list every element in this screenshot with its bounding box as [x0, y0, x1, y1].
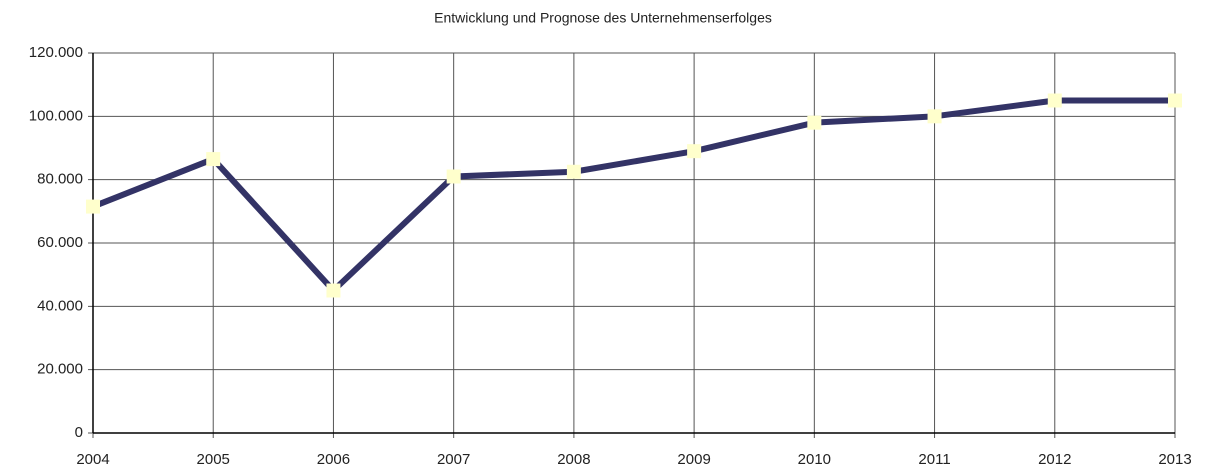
- y-tick-label: 40.000: [37, 297, 83, 314]
- marker: [326, 283, 341, 298]
- y-tick-label: 80.000: [37, 171, 83, 188]
- marker: [807, 115, 822, 130]
- data-line: [91, 97, 1175, 294]
- marker: [86, 199, 100, 214]
- y-tick-label: 100.000: [29, 107, 83, 124]
- marker: [927, 109, 942, 124]
- x-tick-label: 2007: [437, 451, 470, 468]
- y-tick-label: 120.000: [29, 44, 83, 61]
- x-tick-label: 2006: [317, 451, 350, 468]
- y-tick-label: 20.000: [37, 361, 83, 378]
- x-tick-label: 2011: [918, 451, 950, 468]
- chart-title: Entwicklung und Prognose des Unternehmen…: [434, 10, 772, 26]
- x-tick-label: 2013: [1158, 451, 1191, 468]
- marker: [1168, 93, 1182, 108]
- x-tick-label: 2009: [677, 451, 710, 468]
- x-tick-label: 2008: [557, 451, 590, 468]
- x-tick-label: 2012: [1038, 451, 1071, 468]
- x-tick-label: 2004: [76, 451, 109, 468]
- y-tick-label: 60.000: [37, 234, 83, 251]
- y-tick-label: 0: [75, 424, 83, 441]
- marker: [687, 144, 702, 159]
- marker: [206, 152, 221, 167]
- x-tick-label: 2010: [798, 451, 831, 468]
- x-tick-label: 2005: [197, 451, 230, 468]
- marker: [1047, 93, 1062, 108]
- marker: [566, 164, 581, 179]
- marker: [446, 169, 461, 184]
